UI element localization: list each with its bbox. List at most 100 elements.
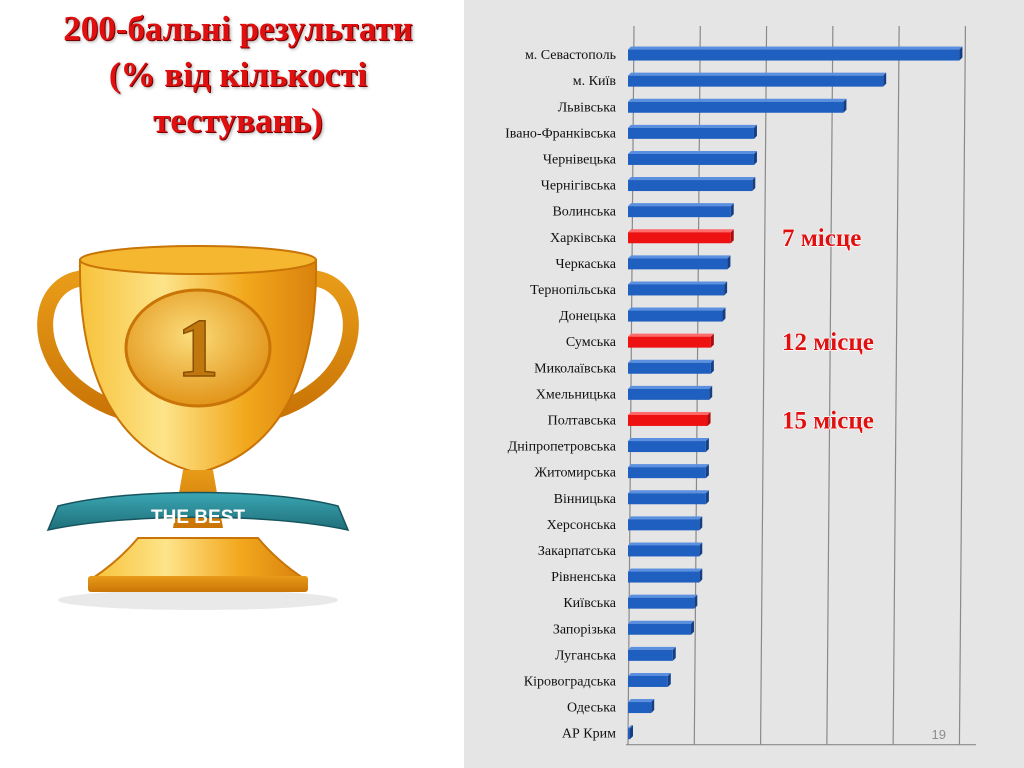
trophy-shadow <box>58 590 338 610</box>
bar-face <box>628 206 731 218</box>
category-label: Дніпропетровська <box>508 440 617 455</box>
bar-cap <box>727 255 731 270</box>
bar-top <box>628 359 714 363</box>
bar <box>628 725 633 740</box>
bar-top <box>628 150 757 154</box>
bar-cap <box>709 385 713 400</box>
bar <box>628 620 694 635</box>
category-label: Хмельницька <box>536 387 617 402</box>
bar-top <box>628 464 709 468</box>
bar-face <box>628 284 725 296</box>
grid-line <box>693 25 701 745</box>
category-label: Київська <box>563 596 616 611</box>
category-label: Полтавська <box>548 413 617 428</box>
bar-face <box>628 153 754 165</box>
bar-cap <box>705 438 709 453</box>
bar <box>628 359 714 374</box>
bar-top <box>628 568 703 572</box>
bar-top <box>628 438 709 442</box>
bar <box>628 646 676 661</box>
bar <box>628 229 734 244</box>
category-label: Житомирська <box>535 466 617 481</box>
category-label: Чернівецька <box>543 152 617 167</box>
trophy-icon: 1 THE BEST <box>37 245 359 610</box>
bar-cap <box>710 333 714 348</box>
place-annotation: 12 місце <box>782 329 874 356</box>
bar-face <box>628 545 700 557</box>
bar <box>628 672 671 687</box>
bar-top <box>628 177 756 181</box>
bar-cap <box>672 646 676 661</box>
chart-panel: м. Севастополь м. Київ Львівська Івано-Фран… <box>464 0 1024 768</box>
bar-face <box>628 258 728 270</box>
bar-face <box>628 336 711 348</box>
bar-top <box>628 307 726 311</box>
bar-cap <box>730 203 734 218</box>
bar-top <box>628 542 703 546</box>
bar <box>628 150 757 165</box>
trophy-base <box>89 537 307 579</box>
bar <box>628 594 698 609</box>
category-label: Херсонська <box>547 518 617 533</box>
bar-face <box>628 441 706 453</box>
bar-chart: м. Севастополь м. Київ Львівська Івано-Фран… <box>505 25 976 746</box>
category-label: Волинська <box>552 205 616 220</box>
bar <box>628 333 714 348</box>
bar-cap <box>752 177 756 192</box>
bar-face <box>628 702 652 714</box>
bar <box>628 177 756 192</box>
bar-face <box>628 180 753 192</box>
category-label: Донецька <box>559 309 617 324</box>
bar <box>628 568 703 583</box>
bar <box>628 72 887 87</box>
title-line-2: (% від кількості <box>108 55 368 94</box>
bar <box>628 464 709 479</box>
bar <box>628 281 728 296</box>
bar-cap <box>699 568 703 583</box>
bar-cap <box>699 542 703 557</box>
bar-top <box>628 281 728 285</box>
grid-line <box>759 25 768 745</box>
bar-top <box>628 411 711 415</box>
bar-face <box>628 467 706 479</box>
bar-cap <box>630 725 633 740</box>
bar-top <box>628 229 734 233</box>
bar-cap <box>724 281 728 296</box>
bar-top <box>628 699 655 703</box>
bar <box>628 490 709 505</box>
category-label: Вінницька <box>554 492 617 507</box>
title-line-1: 200-бальні результати <box>63 9 413 48</box>
category-label: Луганська <box>555 648 617 663</box>
category-label: м. Київ <box>573 74 617 89</box>
category-label: Одеська <box>567 701 617 716</box>
grid-line <box>958 25 967 745</box>
trophy-medal <box>124 288 272 408</box>
trophy-number: 1 <box>177 302 219 395</box>
bar-face <box>628 623 691 635</box>
title-line-3: тестувань) <box>153 101 323 140</box>
bar-cap <box>699 516 703 531</box>
bar-cap <box>651 699 655 714</box>
bar-cap <box>959 46 963 61</box>
grid-line <box>892 25 900 745</box>
bar-cap <box>667 672 671 687</box>
category-label: м. Севастополь <box>525 48 616 63</box>
bar-face <box>628 362 711 374</box>
bar-top <box>628 672 671 676</box>
ribbon-text: THE BEST <box>151 507 245 528</box>
bar <box>628 307 726 322</box>
bar-cap <box>710 359 714 374</box>
bar-face <box>628 75 884 87</box>
bar-top <box>628 490 709 494</box>
bar-cap <box>722 307 726 322</box>
chart-place-annotations: 7 місце 12 місце 15 місце <box>781 224 874 435</box>
bar-top <box>628 594 698 598</box>
bar-face <box>628 519 700 531</box>
bar-top <box>628 124 757 128</box>
bar-cap <box>753 150 757 165</box>
bar-face <box>628 49 960 61</box>
bar-cap <box>707 411 711 426</box>
bar <box>628 385 713 400</box>
bar-top <box>628 620 694 624</box>
bar-top <box>628 646 676 650</box>
